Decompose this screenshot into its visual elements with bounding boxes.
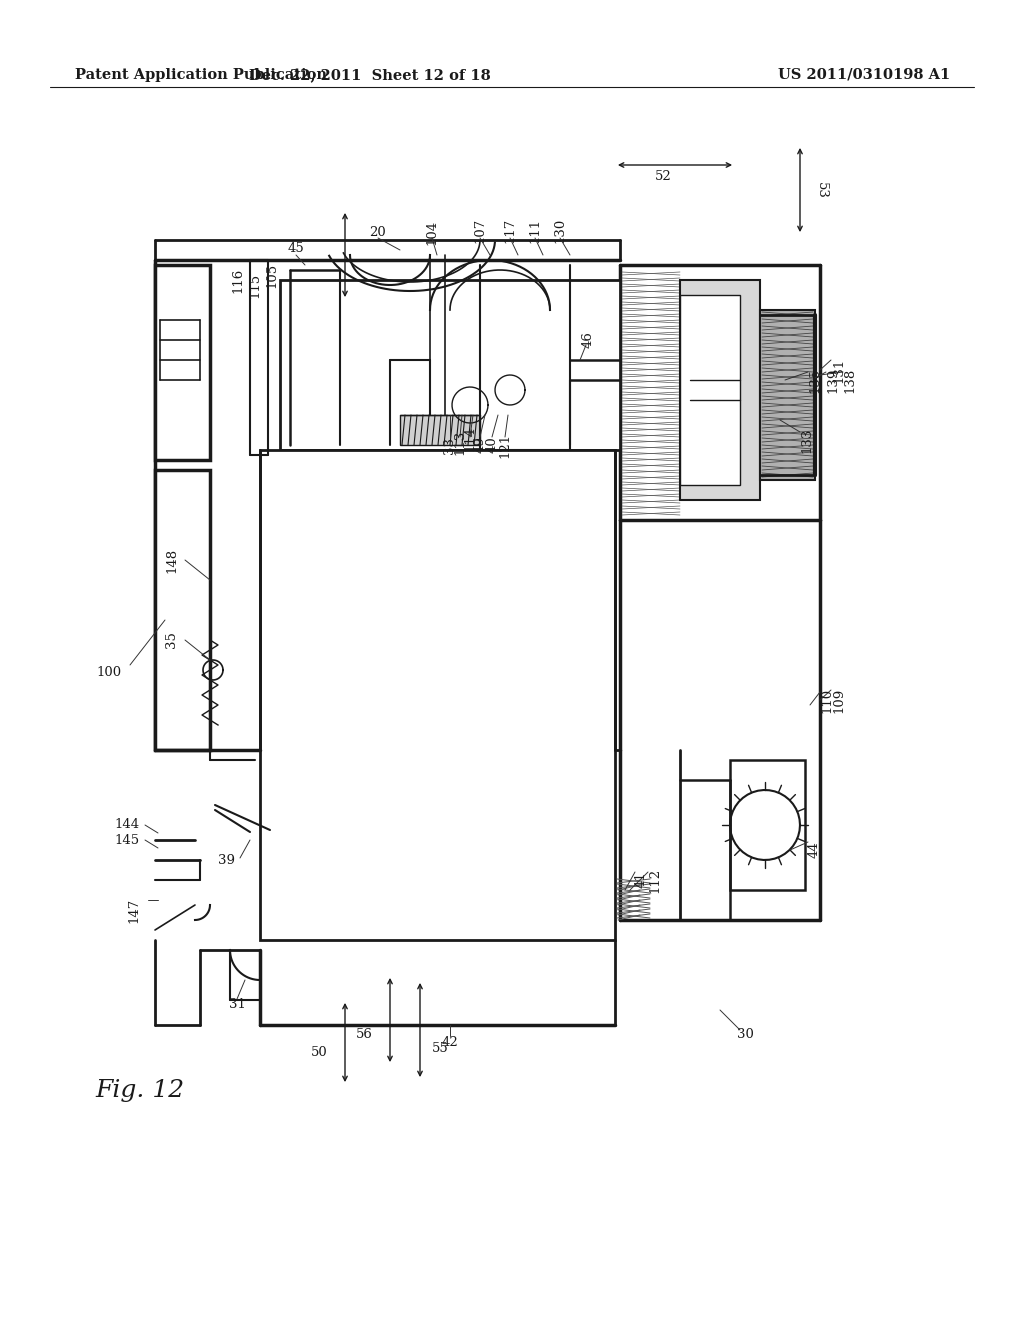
Bar: [155, 265, 210, 459]
Text: 139: 139: [826, 367, 839, 392]
Text: 130: 130: [554, 218, 566, 243]
Text: 33: 33: [443, 437, 457, 454]
Bar: [155, 470, 210, 750]
Bar: [280, 280, 620, 450]
Bar: [680, 294, 740, 484]
Text: 45: 45: [288, 242, 304, 255]
Text: 39: 39: [218, 854, 234, 866]
Text: 114: 114: [464, 425, 476, 450]
Text: 116: 116: [231, 268, 245, 293]
Text: 113: 113: [454, 429, 467, 454]
Text: Dec. 22, 2011  Sheet 12 of 18: Dec. 22, 2011 Sheet 12 of 18: [249, 69, 490, 82]
Text: Fig. 12: Fig. 12: [95, 1078, 184, 1101]
Text: 117: 117: [504, 218, 516, 243]
Text: 44: 44: [808, 842, 821, 858]
Text: 145: 145: [115, 833, 140, 846]
Text: 42: 42: [441, 1035, 459, 1048]
Bar: [680, 280, 760, 500]
Text: 115: 115: [249, 272, 261, 297]
Text: 107: 107: [473, 218, 486, 243]
Bar: [730, 760, 805, 890]
Text: 112: 112: [648, 867, 662, 892]
Text: 144: 144: [115, 818, 140, 832]
Text: 133: 133: [800, 428, 813, 453]
Text: 40: 40: [485, 437, 499, 453]
Text: 46: 46: [582, 331, 595, 348]
Text: 104: 104: [426, 219, 438, 244]
Text: 135: 135: [808, 367, 821, 392]
Text: 147: 147: [127, 898, 140, 923]
Text: 100: 100: [97, 667, 122, 680]
Text: 20: 20: [370, 226, 386, 239]
Text: 138: 138: [843, 367, 856, 392]
Text: 109: 109: [831, 688, 845, 713]
Text: US 2011/0310198 A1: US 2011/0310198 A1: [778, 69, 950, 82]
Text: 31: 31: [228, 998, 246, 1011]
Bar: [760, 310, 815, 480]
Text: 41: 41: [635, 871, 648, 888]
Text: Patent Application Publication: Patent Application Publication: [75, 69, 327, 82]
Text: 121: 121: [499, 433, 512, 458]
Text: 111: 111: [528, 218, 542, 243]
Text: 131: 131: [831, 358, 845, 383]
Text: 30: 30: [736, 1028, 754, 1041]
Text: 110: 110: [820, 688, 833, 713]
Text: 55: 55: [432, 1041, 449, 1055]
Text: 52: 52: [654, 170, 672, 183]
Bar: [260, 450, 615, 940]
Text: 50: 50: [311, 1045, 328, 1059]
Text: 105: 105: [265, 263, 279, 288]
Bar: [400, 414, 480, 445]
Text: 35: 35: [165, 631, 178, 648]
Text: 56: 56: [356, 1028, 373, 1041]
Text: 49: 49: [473, 437, 486, 454]
Text: 148: 148: [165, 548, 178, 573]
Text: 53: 53: [815, 182, 828, 198]
